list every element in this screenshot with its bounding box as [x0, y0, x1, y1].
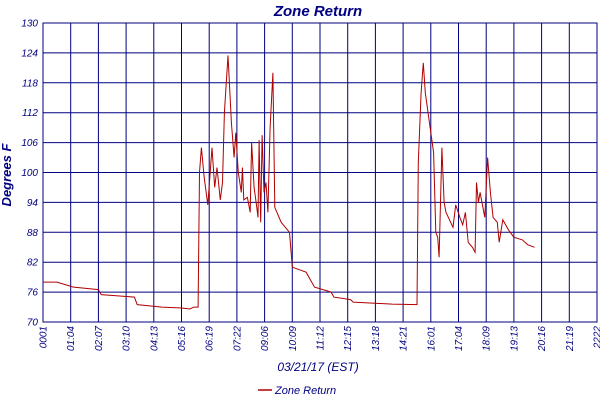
x-tick-label: 12:15 — [343, 326, 354, 351]
x-tick-label: 02:07 — [94, 326, 105, 351]
y-tick-label: 94 — [27, 198, 39, 209]
y-axis-ticks: 70 76 82 88 94 100 106 112 118 124 130 — [21, 19, 38, 329]
x-axis-ticks: 0001 01:04 02:07 03:10 04:13 05:16 06:19 07:22 0… — [39, 326, 600, 352]
x-tick-label: 2222 — [593, 326, 600, 350]
x-tick-label: 16:01 — [426, 326, 437, 351]
x-tick-label: 17:04 — [454, 326, 465, 351]
chart-title: Zone Return — [273, 3, 362, 20]
x-tick-label: 01:04 — [66, 326, 77, 351]
x-tick-label: 09:06 — [260, 326, 271, 351]
y-tick-label: 106 — [21, 138, 38, 149]
x-tick-label: 10:09 — [288, 326, 299, 351]
x-tick-label: 05:16 — [177, 326, 188, 351]
y-axis-label: Degrees F — [0, 143, 14, 207]
x-tick-label: 0001 — [39, 326, 50, 348]
x-tick-label: 20:16 — [537, 326, 548, 352]
y-tick-label: 100 — [21, 168, 38, 179]
y-tick-label: 70 — [27, 318, 39, 329]
legend: Zone Return — [258, 385, 336, 397]
x-tick-label: 18:09 — [482, 326, 493, 351]
y-tick-label: 124 — [21, 48, 38, 59]
x-tick-label: 03:10 — [122, 326, 133, 351]
x-tick-label: 06:19 — [205, 326, 216, 351]
y-tick-label: 88 — [27, 228, 39, 239]
x-tick-label: 13:18 — [371, 326, 382, 351]
y-tick-label: 76 — [27, 288, 39, 299]
series-line-zone-return — [43, 55, 535, 310]
chart-grid — [43, 23, 597, 322]
legend-label: Zone Return — [274, 385, 336, 397]
y-tick-label: 112 — [22, 108, 38, 119]
x-tick-label: 21:19 — [565, 326, 576, 352]
y-tick-label: 130 — [21, 19, 38, 30]
plot-frame — [42, 22, 598, 323]
x-tick-label: 14:21 — [399, 326, 410, 351]
x-tick-label: 19:13 — [509, 326, 520, 351]
x-tick-label: 11:12 — [316, 326, 327, 351]
x-tick-label: 07:22 — [232, 326, 243, 351]
y-tick-label: 82 — [27, 258, 39, 269]
x-tick-label: 04:13 — [149, 326, 160, 351]
x-axis-label: 03/21/17 (EST) — [277, 360, 358, 374]
y-tick-label: 118 — [22, 78, 38, 89]
